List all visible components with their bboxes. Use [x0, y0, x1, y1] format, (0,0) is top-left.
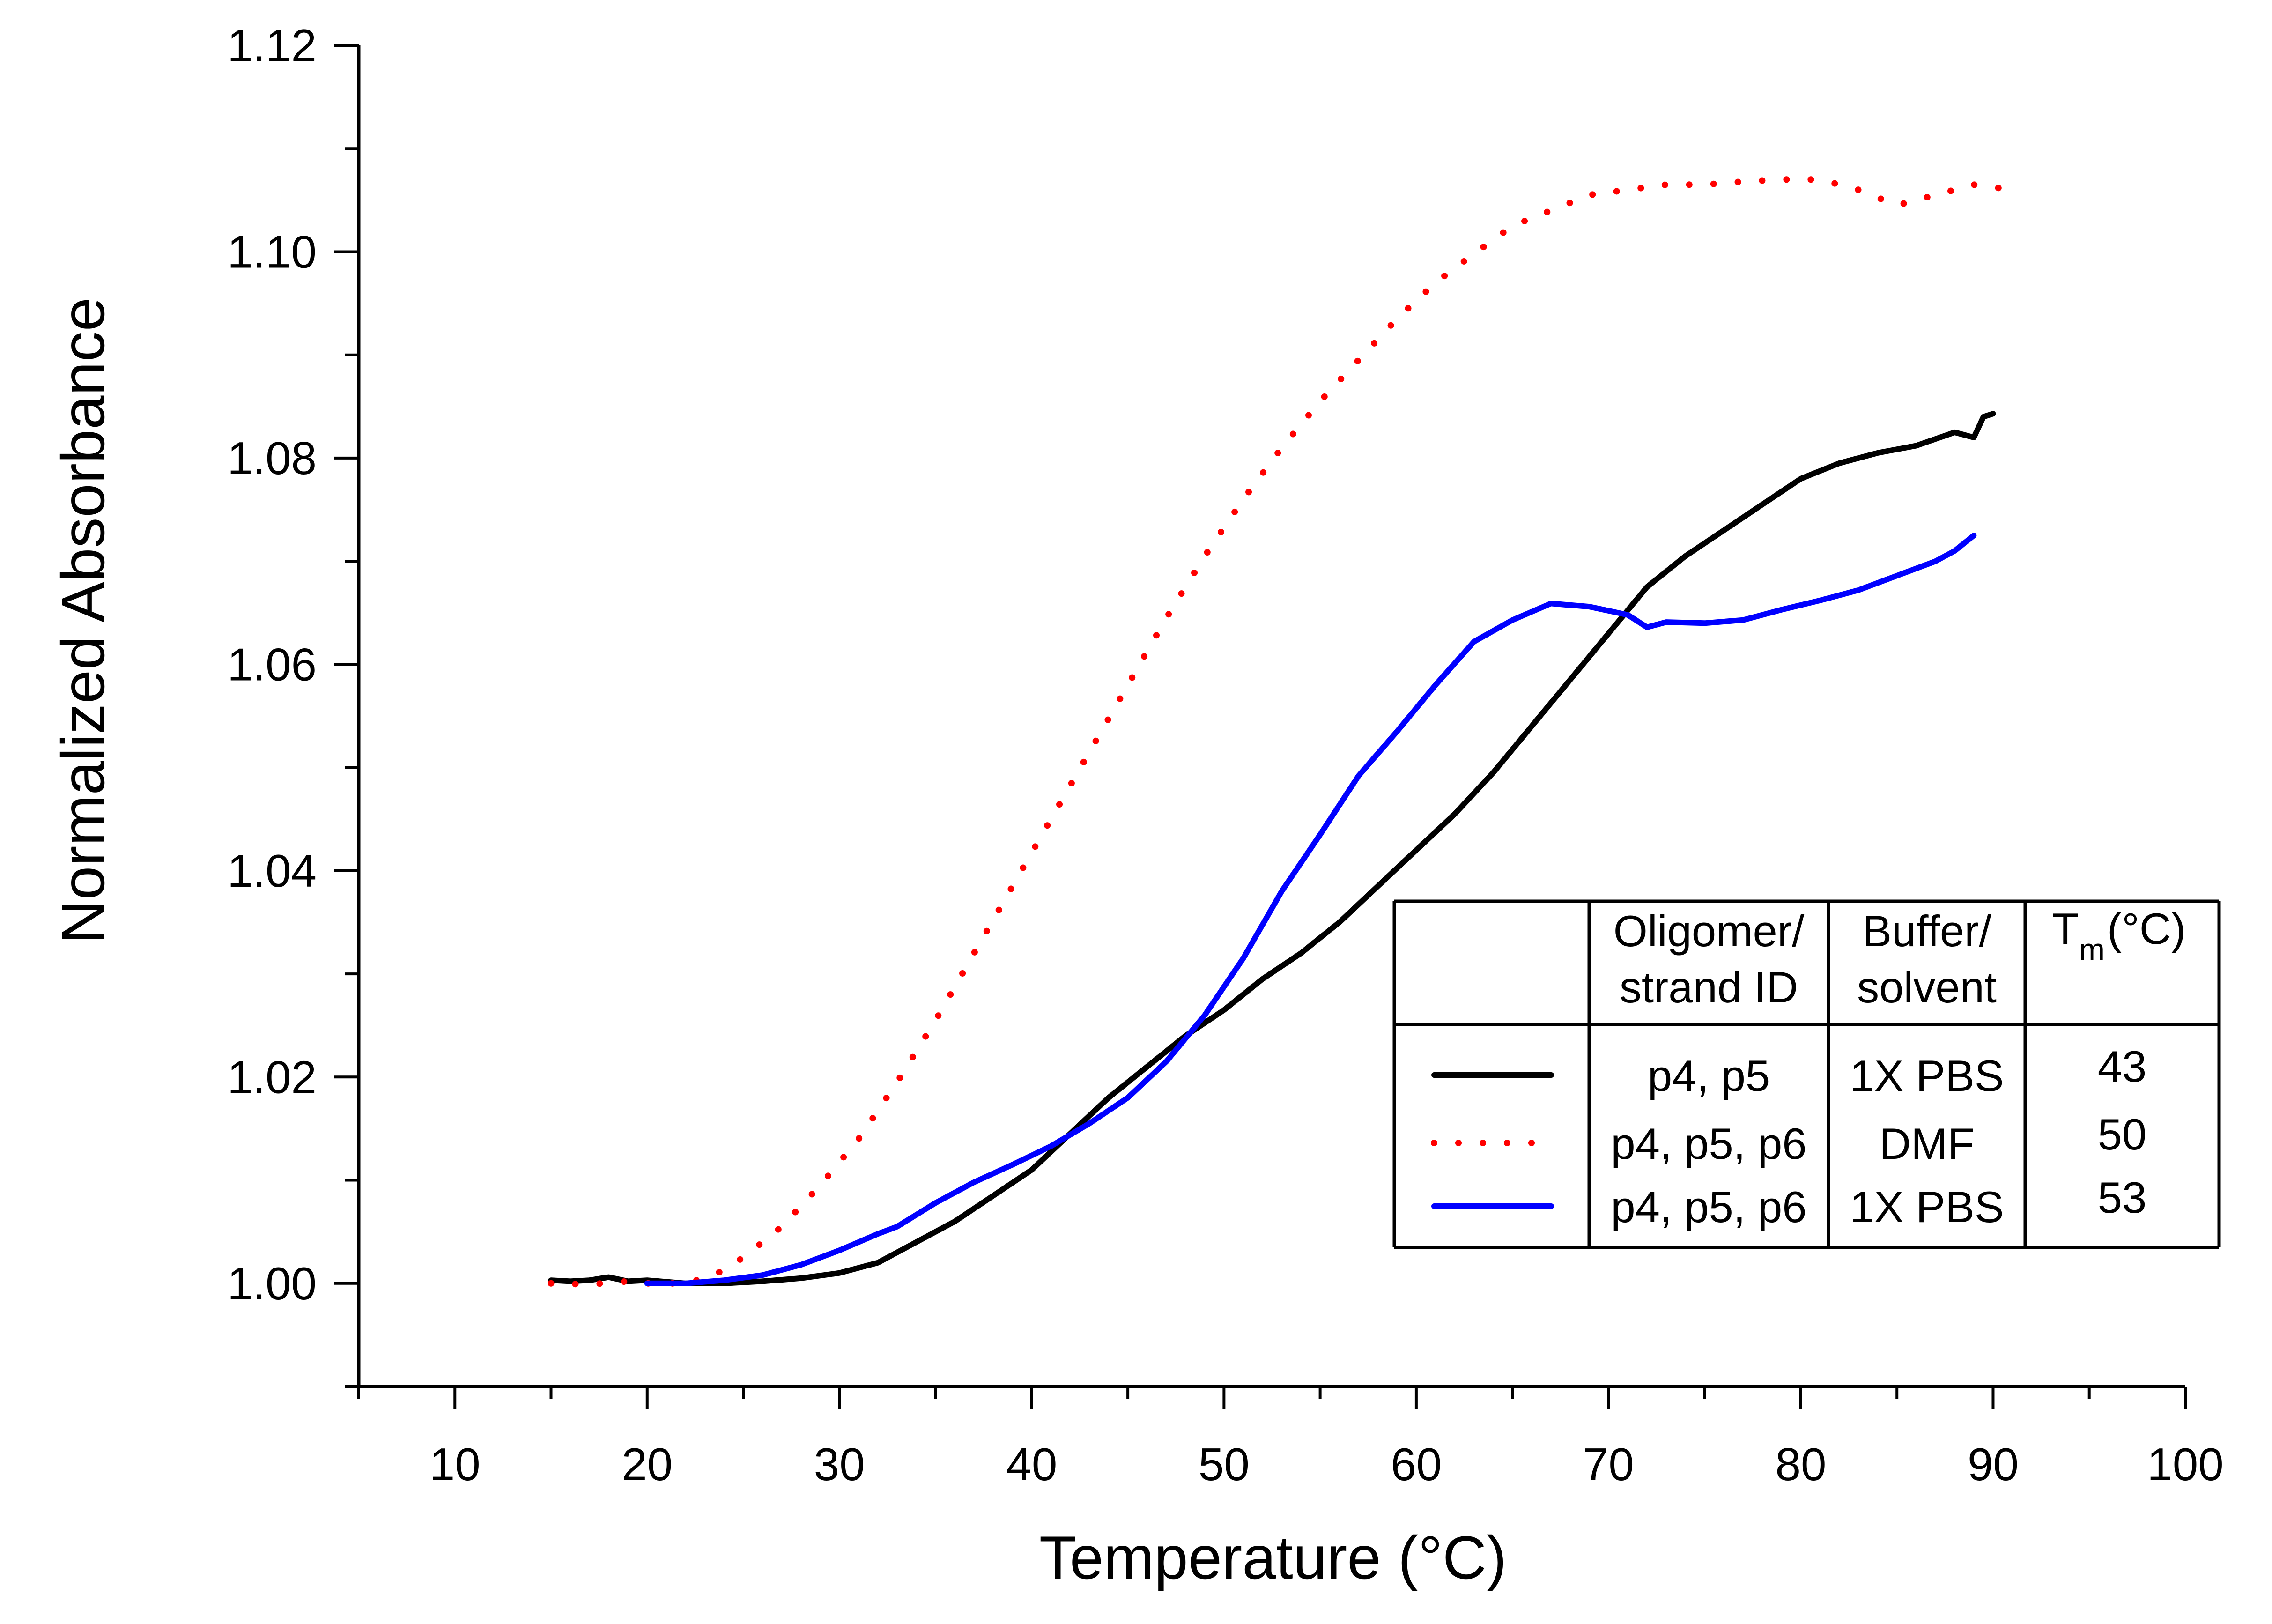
x-tick-label: 10 — [429, 1439, 481, 1490]
axes: 10 20 30 40 50 60 70 80 90 100 1.00 1.02 1.04 1.06 1.0… — [227, 20, 2224, 1490]
y-tick-label: 1.00 — [227, 1258, 317, 1309]
y-axis-label: Normalized Absorbance — [49, 297, 117, 944]
legend-buffer-2: DMF — [1879, 1119, 1975, 1168]
x-axis-label: Temperature (°C) — [1039, 1523, 1507, 1592]
x-tick-label: 40 — [1006, 1439, 1057, 1490]
legend-header-oligomer-line2: strand ID — [1620, 963, 1798, 1012]
y-tick-label: 1.04 — [227, 845, 317, 897]
legend-oligomer-2: p4, p5, p6 — [1611, 1119, 1806, 1168]
legend-buffer-1: 1X PBS — [1850, 1051, 2004, 1100]
y-tick-label: 1.12 — [227, 20, 317, 71]
legend-header-oligomer-line1: Oligomer/ — [1613, 906, 1805, 956]
legend-header-tm: T — [2052, 904, 2079, 953]
x-tick-label: 90 — [1968, 1439, 2019, 1490]
x-tick-label: 80 — [1775, 1439, 1826, 1490]
x-tick-label: 70 — [1583, 1439, 1634, 1490]
legend-tm-2: 50 — [2098, 1110, 2147, 1159]
y-tick-label: 1.08 — [227, 432, 317, 484]
series-line-3 — [644, 533, 1977, 1286]
legend: Oligomer/strand ID Buffer/solvent T m (°C) p4… — [1392, 899, 2221, 1249]
x-tick-label: 50 — [1199, 1439, 1250, 1490]
legend-header-tm-subscript: m — [2079, 932, 2105, 967]
legend-header-buffer-line1: Buffer/ — [1862, 906, 1991, 956]
x-tick-label: 60 — [1391, 1439, 1442, 1490]
legend-header-tm-unit: (°C) — [2107, 904, 2186, 953]
series-line-2 — [548, 176, 2016, 1288]
legend-header-buffer-line2: solvent — [1857, 963, 1997, 1012]
y-tick-label: 1.02 — [227, 1051, 317, 1103]
legend-oligomer-3: p4, p5, p6 — [1611, 1182, 1806, 1231]
series-line-1 — [548, 411, 1996, 1286]
y-tick-label: 1.06 — [227, 638, 317, 690]
legend-buffer-3: 1X PBS — [1850, 1182, 2004, 1231]
y-tick-label: 1.10 — [227, 226, 317, 277]
x-tick-label: 30 — [814, 1439, 865, 1490]
x-tick-label: 100 — [2147, 1439, 2224, 1490]
legend-tm-3: 53 — [2098, 1173, 2147, 1222]
legend-oligomer-1: p4, p5 — [1648, 1051, 1770, 1100]
x-tick-label: 20 — [622, 1439, 673, 1490]
legend-tm-1: 43 — [2098, 1042, 2147, 1091]
series-layer — [548, 176, 2016, 1288]
